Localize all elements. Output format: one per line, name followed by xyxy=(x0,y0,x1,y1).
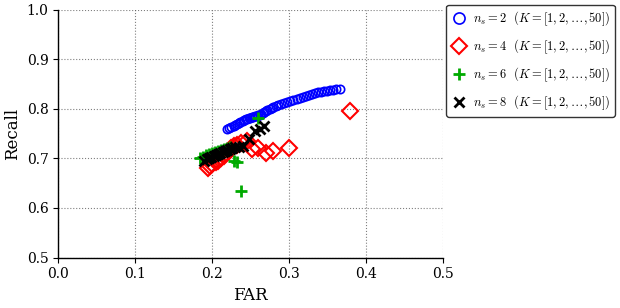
Y-axis label: Recall: Recall xyxy=(4,107,21,160)
X-axis label: FAR: FAR xyxy=(233,287,268,304)
Legend: $n_s = 2$  $(K = [1, 2, \ldots, 50])$, $n_s = 4$  $(K = [1, 2, \ldots, 50])$, $n: $n_s = 2$ $(K = [1, 2, \ldots, 50])$, $n… xyxy=(446,5,615,117)
